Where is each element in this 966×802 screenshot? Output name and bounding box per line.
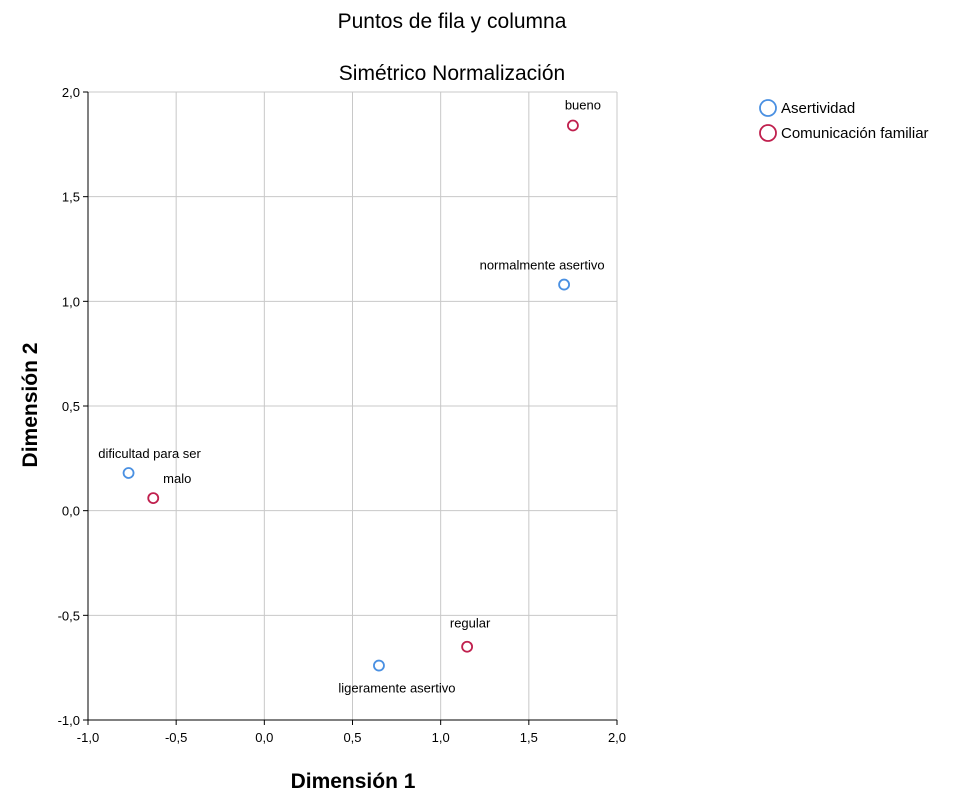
y-tick-label: 0,5 bbox=[62, 399, 80, 414]
data-point bbox=[147, 492, 160, 505]
legend-label: Asertividad bbox=[781, 100, 855, 117]
data-point bbox=[567, 119, 579, 132]
x-tick-label: 1,0 bbox=[432, 730, 450, 745]
legend-label: Comunicación familiar bbox=[781, 125, 929, 142]
y-tick-label: 1,0 bbox=[62, 294, 80, 309]
data-point bbox=[558, 278, 570, 291]
legend-marker bbox=[759, 99, 777, 117]
data-point bbox=[373, 659, 385, 672]
data-point bbox=[122, 467, 135, 479]
y-tick-label: 2,0 bbox=[62, 85, 80, 100]
y-tick-label: -0,5 bbox=[58, 608, 80, 623]
point-label: ligeramente asertivo bbox=[338, 681, 455, 696]
data-point bbox=[461, 640, 474, 653]
legend: Asertividad Comunicación familiar bbox=[759, 99, 929, 142]
x-axis-title: Dimensión 1 bbox=[291, 770, 416, 793]
x-tick-label: 0,0 bbox=[255, 730, 273, 745]
x-tick-label: -1,0 bbox=[77, 730, 99, 745]
legend-marker bbox=[759, 124, 777, 142]
x-tick-label: 0,5 bbox=[343, 730, 361, 745]
x-tick-label: 2,0 bbox=[608, 730, 626, 745]
point-label: dificultad para ser bbox=[98, 446, 201, 461]
chart-subtitle: Simétrico Normalización bbox=[339, 62, 565, 85]
point-label: normalmente asertivo bbox=[480, 258, 605, 273]
x-tick-label: -0,5 bbox=[165, 730, 187, 745]
y-axis-title: Dimensión 2 bbox=[19, 343, 42, 468]
y-tick-label: 1,5 bbox=[62, 190, 80, 205]
point-label: malo bbox=[163, 471, 191, 486]
plot-area: -1,0 -0,5 0,0 0,5 1,0 1,5 2,0 -1,0 -0,5 0,0 0,5 1,0… bbox=[58, 85, 626, 745]
y-tick-label: -1,0 bbox=[58, 713, 80, 728]
point-label: regular bbox=[450, 616, 491, 631]
y-tick-label: 0,0 bbox=[62, 504, 80, 519]
x-tick-label: 1,5 bbox=[520, 730, 538, 745]
point-label: bueno bbox=[565, 97, 601, 112]
chart-title: Puntos de fila y columna bbox=[338, 10, 567, 33]
